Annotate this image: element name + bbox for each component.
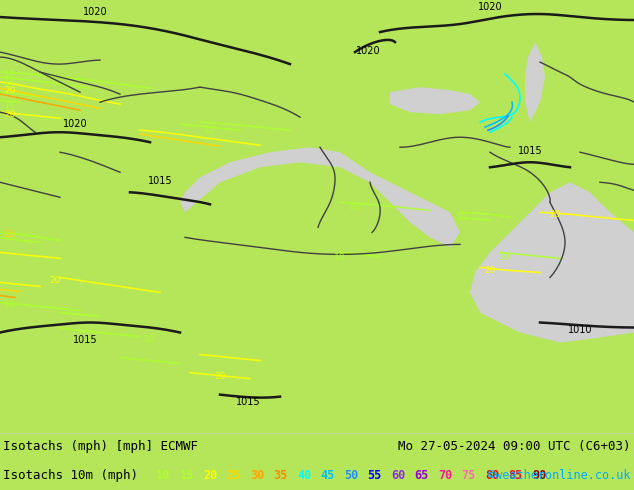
Text: 25: 25 bbox=[226, 469, 241, 483]
Text: Isotachs 10m (mph): Isotachs 10m (mph) bbox=[3, 469, 138, 483]
Text: 10: 10 bbox=[145, 335, 156, 344]
Text: 20: 20 bbox=[484, 266, 496, 275]
Text: 60: 60 bbox=[391, 469, 405, 483]
Text: 55: 55 bbox=[368, 469, 382, 483]
Text: 25: 25 bbox=[4, 230, 16, 239]
Text: 45: 45 bbox=[321, 469, 335, 483]
Text: 20: 20 bbox=[549, 210, 560, 219]
Text: 1020: 1020 bbox=[477, 2, 502, 12]
Text: 1015: 1015 bbox=[518, 146, 542, 156]
Text: 80: 80 bbox=[485, 469, 499, 483]
Text: 70: 70 bbox=[438, 469, 452, 483]
Text: 15: 15 bbox=[4, 77, 16, 87]
Text: 1020: 1020 bbox=[63, 119, 87, 129]
Text: 1020: 1020 bbox=[82, 7, 107, 17]
Text: 15: 15 bbox=[179, 469, 194, 483]
Text: 20: 20 bbox=[214, 372, 226, 381]
Polygon shape bbox=[180, 147, 460, 247]
Text: 20: 20 bbox=[4, 86, 16, 95]
Text: 85: 85 bbox=[508, 469, 523, 483]
Text: 10: 10 bbox=[156, 469, 171, 483]
Text: 15: 15 bbox=[4, 101, 16, 111]
Text: 90: 90 bbox=[532, 469, 547, 483]
Text: Mo 27-05-2024 09:00 UTC (C6+03): Mo 27-05-2024 09:00 UTC (C6+03) bbox=[399, 440, 631, 453]
Text: 10: 10 bbox=[349, 203, 361, 212]
Text: 10: 10 bbox=[499, 253, 511, 262]
Text: ©weatheronline.co.uk: ©weatheronline.co.uk bbox=[489, 469, 631, 483]
Polygon shape bbox=[390, 87, 480, 114]
Text: 10: 10 bbox=[4, 70, 16, 78]
Text: 65: 65 bbox=[415, 469, 429, 483]
Text: 10: 10 bbox=[456, 213, 468, 222]
Text: 20: 20 bbox=[49, 276, 61, 285]
Polygon shape bbox=[525, 42, 545, 122]
Text: Isotachs (mph) [mph] ECMWF: Isotachs (mph) [mph] ECMWF bbox=[3, 440, 198, 453]
Text: 75: 75 bbox=[462, 469, 476, 483]
Text: 20: 20 bbox=[203, 469, 217, 483]
Text: 10: 10 bbox=[334, 253, 346, 262]
Text: 35: 35 bbox=[273, 469, 288, 483]
Text: 1010: 1010 bbox=[568, 324, 592, 335]
Text: 10: 10 bbox=[204, 126, 216, 135]
Text: 1015: 1015 bbox=[236, 396, 261, 407]
Text: 40: 40 bbox=[297, 469, 311, 483]
Text: 30: 30 bbox=[250, 469, 264, 483]
Text: 1015: 1015 bbox=[73, 335, 97, 344]
Text: 1020: 1020 bbox=[356, 46, 380, 56]
Text: 10: 10 bbox=[4, 300, 16, 309]
Polygon shape bbox=[470, 182, 634, 343]
Text: 20: 20 bbox=[4, 110, 16, 119]
Text: 50: 50 bbox=[344, 469, 358, 483]
Text: 1015: 1015 bbox=[148, 176, 172, 186]
